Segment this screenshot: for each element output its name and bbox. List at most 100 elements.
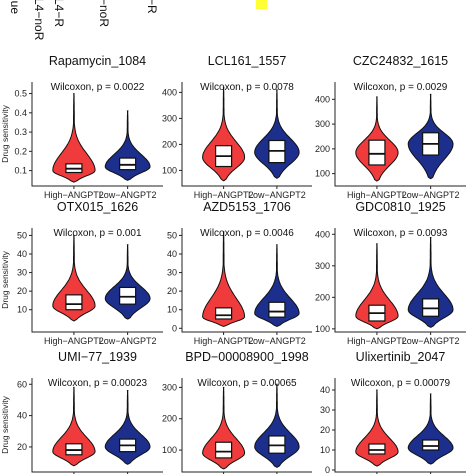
- y-tick-label: 300: [315, 119, 330, 129]
- wilcoxon-annotation: Wilcoxon, p = 0.00023: [48, 378, 148, 389]
- chart-panel: OTX015_1626 10 20 30 40 50 Drug sensitivity Hig…: [0, 200, 163, 346]
- axis-lines: [334, 228, 466, 333]
- x-tick-label: Low−ANGPT2: [402, 336, 460, 346]
- chart-panel: GDC0810_1925 100 200 300 400 High−ANGPT2Low−A…: [315, 200, 466, 346]
- box-iqr: [215, 441, 233, 459]
- axis-lines: [181, 378, 312, 473]
- y-tick-label: 0.1: [14, 166, 27, 176]
- box-iqr: [65, 294, 83, 311]
- y-tick-label: 100: [162, 165, 177, 175]
- violin-shape: [52, 234, 96, 322]
- y-tick-label: 20: [17, 286, 27, 296]
- y-axis-label: Drug sensitivity: [0, 395, 10, 453]
- violin-shape: [254, 89, 300, 179]
- y-tick-label: 40: [167, 249, 177, 259]
- y-tick-label: 20: [320, 425, 330, 435]
- y-tick-label: 20: [17, 442, 27, 452]
- y-tick-label: 30: [320, 405, 330, 415]
- y-tick-label: 60: [17, 379, 27, 389]
- box-iqr: [368, 139, 386, 166]
- panel-grid: Rapamycin_1084 0.1 0.2 0.3 0.4 0.5 Drug sensit…: [0, 54, 466, 474]
- y-tick-label: 0.2: [14, 146, 27, 156]
- chart-title: UMI−77_1939: [58, 350, 137, 364]
- x-tick-label: High−ANGPT2: [194, 336, 254, 346]
- y-tick-label: 300: [162, 382, 177, 392]
- chart-title: AZD5153_1706: [203, 200, 291, 214]
- axis-lines: [31, 378, 163, 473]
- y-tick-label: 200: [162, 139, 177, 149]
- violin-shape: [52, 93, 96, 183]
- violin-shape: [104, 110, 151, 181]
- y-tick-label: 0: [172, 323, 177, 333]
- legend-label-l4-r: L4−R: [52, 0, 66, 27]
- legend-label-r: −R: [145, 0, 159, 14]
- chart-panel: Ulixertinib_2047010203040High−ANGPT2Low−…: [320, 350, 466, 474]
- chart-panel: CZC24832_1615 100 200 300 400 High−ANGPT2Low−…: [315, 54, 466, 200]
- x-tick-label: High−ANGPT2: [347, 336, 407, 346]
- violin-shape: [104, 390, 151, 465]
- legend-label-nor: −noR: [97, 0, 111, 27]
- y-tick-label: 200: [162, 414, 177, 424]
- y-tick-label: 200: [315, 292, 330, 302]
- violin-shape: [104, 244, 151, 320]
- y-axis-label: Drug sensitivity: [0, 104, 10, 162]
- chart-title: Rapamycin_1084: [49, 54, 146, 68]
- wilcoxon-annotation: Wilcoxon, p = 0.00079: [351, 378, 451, 389]
- y-tick-label: 0.4: [14, 108, 27, 118]
- y-tick-label: 300: [162, 113, 177, 123]
- violin-shape: [355, 389, 399, 467]
- wilcoxon-annotation: Wilcoxon, p = 0.0078: [200, 82, 294, 93]
- axis-lines: [31, 82, 163, 187]
- box-iqr: [422, 439, 440, 451]
- chart-panel: LCL161_1557 100 200 300 400 High−ANGPT2Low−AN…: [162, 54, 312, 200]
- violin-shape: [202, 231, 246, 327]
- axis-lines: [181, 228, 312, 333]
- y-tick-label: 200: [315, 144, 330, 154]
- x-tick-label: Low−ANGPT2: [99, 336, 157, 346]
- box-iqr: [215, 307, 233, 320]
- y-tick-label: 40: [17, 249, 27, 259]
- violin-shape: [355, 243, 399, 330]
- violin-shape: [254, 383, 300, 468]
- chart-title: BPD−00008900_1998: [185, 350, 308, 364]
- chart-panel: AZD5153_1706 0 10 20 30 40 50 High−ANGPT2Low−AN…: [167, 200, 312, 346]
- violin-shape: [202, 386, 246, 470]
- chart-title: OTX015_1626: [57, 200, 138, 214]
- violin-shape: [355, 96, 399, 182]
- chart-title: LCL161_1557: [208, 54, 287, 68]
- x-tick-label: High−ANGPT2: [347, 190, 407, 200]
- y-tick-label: 100: [162, 445, 177, 455]
- y-tick-label: 400: [162, 87, 177, 97]
- violin-shape: [407, 393, 454, 465]
- x-tick-label: High−ANGPT2: [44, 190, 104, 200]
- chart-panel: Rapamycin_1084 0.1 0.2 0.3 0.4 0.5 Drug sensit…: [0, 54, 163, 200]
- axis-lines: [334, 378, 466, 473]
- chart-title: GDC0810_1925: [355, 200, 445, 214]
- x-tick-label: Low−ANGPT2: [248, 190, 306, 200]
- y-tick-label: 50: [17, 230, 27, 240]
- y-tick-label: 10: [320, 445, 330, 455]
- y-tick-label: 40: [17, 411, 27, 421]
- violin-shape: [52, 386, 96, 467]
- violin-shape: [407, 237, 454, 328]
- wilcoxon-annotation: Wilcoxon, p = 0.0022: [51, 82, 145, 93]
- box-iqr: [268, 301, 286, 318]
- legend-label-l4-nor: L4−noR: [32, 0, 46, 41]
- violin-shape: [202, 86, 246, 182]
- y-tick-label: 300: [315, 261, 330, 271]
- legend-label-value: lue: [8, 0, 22, 14]
- y-tick-label: 20: [167, 286, 177, 296]
- wilcoxon-annotation: Wilcoxon, p = 0.0093: [354, 228, 448, 239]
- y-axis-label: Drug sensitivity: [0, 250, 10, 308]
- x-tick-label: Low−ANGPT2: [99, 190, 157, 200]
- y-tick-label: 0.5: [14, 89, 27, 99]
- legend: lue L4−noR L4−R −noR −R: [8, 0, 267, 41]
- x-tick-label: Low−ANGPT2: [248, 336, 306, 346]
- axis-lines: [334, 82, 466, 187]
- violin-shape: [254, 244, 300, 327]
- chart-title: CZC24832_1615: [353, 54, 448, 68]
- box-iqr: [119, 286, 137, 305]
- x-tick-label: High−ANGPT2: [44, 336, 104, 346]
- y-tick-label: 400: [315, 94, 330, 104]
